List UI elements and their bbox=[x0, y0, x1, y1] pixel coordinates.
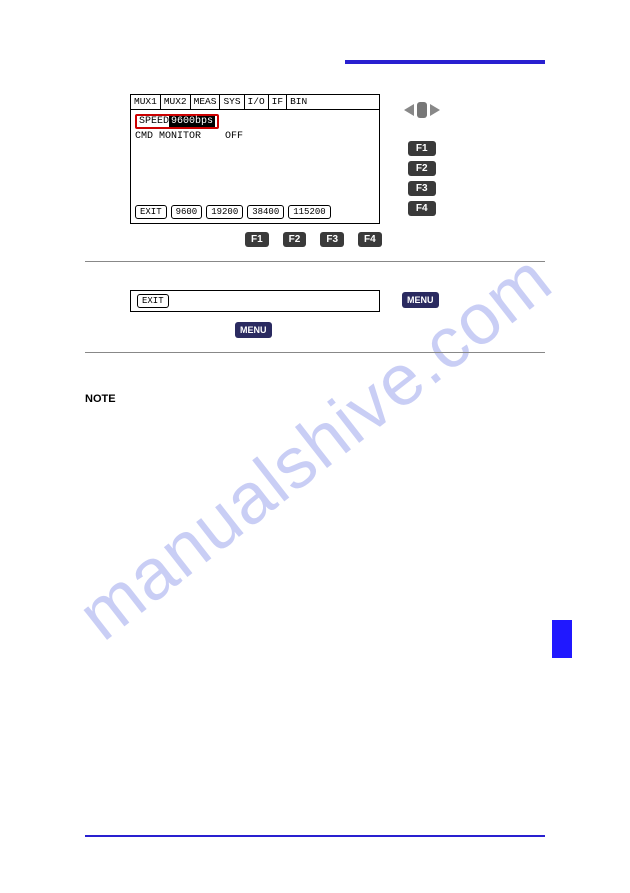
speed-value: 9600bps bbox=[169, 116, 215, 127]
softkey-115200[interactable]: 115200 bbox=[288, 205, 330, 219]
lcd-menubar: MUX1 MUX2 MEAS SYS I/O IF BIN bbox=[131, 95, 379, 110]
side-controls: F1 F2 F3 F4 bbox=[404, 96, 440, 216]
fkey-f1[interactable]: F1 bbox=[245, 232, 269, 247]
divider-2 bbox=[85, 352, 545, 353]
step2-side: MENU bbox=[402, 290, 439, 308]
fkey-row-bottom: F1 F2 F3 F4 bbox=[245, 232, 382, 247]
menubar-item[interactable]: MUX2 bbox=[161, 95, 191, 109]
menu-button-side[interactable]: MENU bbox=[402, 292, 439, 308]
fkey-f3[interactable]: F3 bbox=[320, 232, 344, 247]
dpad-left-icon bbox=[404, 104, 414, 116]
dpad-center-icon bbox=[417, 102, 427, 118]
side-tab bbox=[552, 620, 572, 658]
cmd-row: CMD MONITOR OFF bbox=[135, 130, 375, 143]
side-fkey-f1[interactable]: F1 bbox=[408, 141, 436, 156]
softkey-exit-2[interactable]: EXIT bbox=[137, 294, 169, 308]
dpad-icon[interactable] bbox=[404, 96, 440, 124]
menubar-item[interactable]: SYS bbox=[220, 95, 244, 109]
softkey-exit[interactable]: EXIT bbox=[135, 205, 167, 219]
speed-label: SPEED bbox=[139, 116, 169, 127]
menubar-item[interactable]: I/O bbox=[245, 95, 269, 109]
side-fkey-f4[interactable]: F4 bbox=[408, 201, 436, 216]
fkey-f4[interactable]: F4 bbox=[358, 232, 382, 247]
cmd-label: CMD MONITOR bbox=[135, 130, 225, 143]
lcd-small-column: EXIT MENU bbox=[130, 290, 380, 338]
side-fkey-f2[interactable]: F2 bbox=[408, 161, 436, 176]
lcd-small: EXIT bbox=[130, 290, 380, 312]
page-content: MUX1 MUX2 MEAS SYS I/O IF BIN SPEED 9600… bbox=[0, 0, 630, 405]
lcd-softkeys: EXIT 9600 19200 38400 115200 bbox=[131, 202, 379, 223]
menubar-item[interactable]: IF bbox=[269, 95, 287, 109]
softkey-19200[interactable]: 19200 bbox=[206, 205, 243, 219]
side-fkey-f3[interactable]: F3 bbox=[408, 181, 436, 196]
lcd-screen: MUX1 MUX2 MEAS SYS I/O IF BIN SPEED 9600… bbox=[130, 94, 380, 224]
menu-button[interactable]: MENU bbox=[235, 322, 272, 338]
fkey-f2[interactable]: F2 bbox=[283, 232, 307, 247]
top-rule bbox=[345, 60, 545, 64]
dpad-right-icon bbox=[430, 104, 440, 116]
speed-row[interactable]: SPEED 9600bps bbox=[135, 114, 219, 129]
bottom-rule bbox=[85, 835, 545, 837]
cmd-value: OFF bbox=[225, 130, 243, 143]
step2-area: EXIT MENU MENU bbox=[130, 290, 545, 338]
divider bbox=[85, 261, 545, 262]
softkey-9600[interactable]: 9600 bbox=[171, 205, 203, 219]
panel-area: MUX1 MUX2 MEAS SYS I/O IF BIN SPEED 9600… bbox=[130, 94, 545, 247]
lcd-body: SPEED 9600bps CMD MONITOR OFF bbox=[131, 110, 379, 202]
softkey-38400[interactable]: 38400 bbox=[247, 205, 284, 219]
menubar-item[interactable]: BIN bbox=[287, 95, 310, 109]
note-label: NOTE bbox=[85, 393, 545, 405]
menubar-item[interactable]: MEAS bbox=[191, 95, 221, 109]
menubar-item[interactable]: MUX1 bbox=[131, 95, 161, 109]
lcd-column: MUX1 MUX2 MEAS SYS I/O IF BIN SPEED 9600… bbox=[130, 94, 382, 247]
menu-key-below: MENU bbox=[235, 320, 380, 338]
